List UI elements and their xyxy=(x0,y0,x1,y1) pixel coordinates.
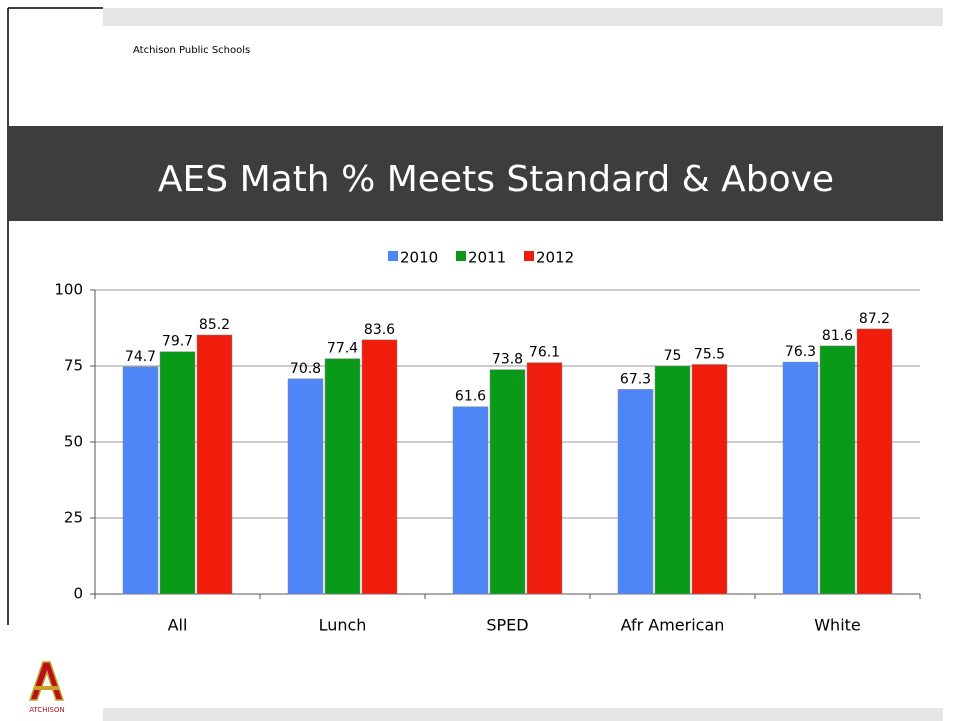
top-bar xyxy=(103,8,943,26)
x-tick-label: SPED xyxy=(486,616,528,635)
x-tick-label: White xyxy=(814,616,861,635)
legend-label: 2012 xyxy=(536,249,574,267)
data-label: 61.6 xyxy=(455,389,486,405)
logo-text: ATCHISON xyxy=(29,706,65,714)
bar xyxy=(196,334,233,595)
chart-title: AES Math % Meets Standard & Above xyxy=(158,159,834,200)
data-label: 83.6 xyxy=(364,322,395,338)
bar xyxy=(324,358,361,595)
x-tick-label: All xyxy=(168,616,188,635)
bar xyxy=(489,369,526,595)
bar xyxy=(691,364,728,595)
bottom-bar xyxy=(103,708,943,721)
data-label: 73.8 xyxy=(492,352,523,368)
data-label: 75.5 xyxy=(694,346,725,362)
logo-a xyxy=(28,661,65,701)
data-label: 70.8 xyxy=(290,361,321,377)
data-label: 77.4 xyxy=(327,341,358,357)
org-name: Atchison Public Schools xyxy=(133,45,250,56)
legend-swatch xyxy=(456,251,466,261)
data-label: 81.6 xyxy=(822,328,853,344)
legend-label: 2010 xyxy=(400,249,438,267)
x-tick-label: Afr American xyxy=(621,616,725,635)
bar xyxy=(856,328,893,595)
bar xyxy=(819,345,856,595)
y-tick-label: 100 xyxy=(54,281,83,299)
y-tick-label: 75 xyxy=(64,357,83,375)
y-tick-label: 0 xyxy=(73,585,83,603)
x-tick-label: Lunch xyxy=(319,616,367,635)
legend-swatch xyxy=(388,251,398,261)
bar xyxy=(159,351,196,595)
bar xyxy=(287,378,324,595)
bar xyxy=(361,339,398,595)
data-label: 67.3 xyxy=(620,371,651,387)
data-label: 87.2 xyxy=(859,311,890,327)
data-label: 79.7 xyxy=(162,334,193,350)
bar xyxy=(122,366,159,595)
data-label: 85.2 xyxy=(199,317,230,333)
data-label: 76.1 xyxy=(529,345,560,361)
bar xyxy=(452,406,489,595)
bar xyxy=(782,361,819,595)
bar xyxy=(526,362,563,595)
data-label: 74.7 xyxy=(125,349,156,365)
bar xyxy=(654,365,691,595)
title-band xyxy=(8,126,943,221)
legend-swatch xyxy=(524,251,534,261)
data-label: 76.3 xyxy=(785,344,816,360)
y-tick-label: 50 xyxy=(64,433,83,451)
y-tick-label: 25 xyxy=(64,509,83,527)
logo: ATCHISON xyxy=(28,661,65,714)
legend-label: 2011 xyxy=(468,249,506,267)
logo-bar xyxy=(34,686,59,690)
data-label: 75 xyxy=(664,348,682,364)
bar xyxy=(617,389,654,595)
